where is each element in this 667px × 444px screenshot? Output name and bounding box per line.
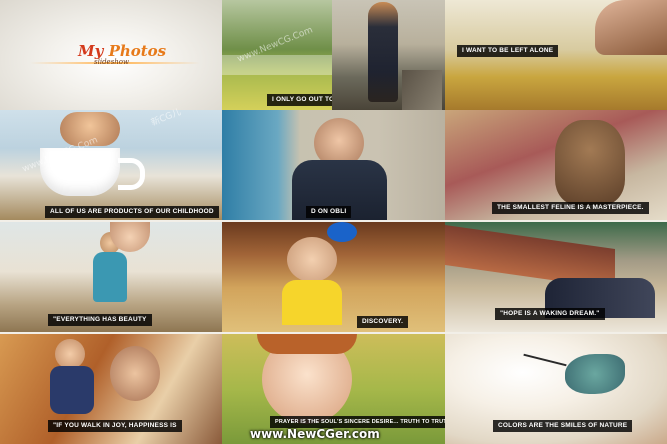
caption: "IF YOU WALK IN JOY, HAPPINESS IS (48, 420, 182, 432)
slideshow-title: My Photos (78, 42, 167, 60)
photo-cup-children: ALL OF US ARE PRODUCTS OF OUR CHILDHOOD (0, 110, 222, 220)
footer-url: www.NewCGer.com (250, 427, 380, 441)
caption: COLORS ARE THE SMILES OF NATURE (493, 420, 633, 432)
caption: THE SMALLEST FELINE IS A MASTERPIECE. (492, 202, 649, 214)
caption: "EVERYTHING HAS BEAUTY (48, 314, 152, 326)
caption: D ON OBLI (306, 206, 352, 218)
title-tile: My Photos slideshow (0, 0, 222, 110)
caption: I WANT TO BE LEFT ALONE (457, 45, 559, 57)
photo-woman-railway (332, 0, 445, 110)
caption: PRAYER IS THE SOUL'S SINCERE DESIRE... T… (270, 416, 445, 428)
lens-flare (30, 62, 200, 64)
photo-businessman: D ON OBLI (222, 110, 445, 220)
photo-dog: THE SMALLEST FELINE IS A MASTERPIECE. (445, 110, 667, 220)
photo-train: "HOPE IS A WAKING DREAM." (445, 222, 667, 332)
photo-family: "IF YOU WALK IN JOY, HAPPINESS IS (0, 334, 222, 444)
caption: I ONLY GO OUT TO GET ME A FR (267, 94, 332, 106)
caption: DISCOVERY. (357, 316, 409, 328)
photo-lake: I ONLY GO OUT TO GET ME A FR (222, 0, 332, 110)
caption: "HOPE IS A WAKING DREAM." (495, 308, 605, 320)
photo-field: I WANT TO BE LEFT ALONE (445, 0, 667, 110)
slideshow-subtitle: slideshow (94, 58, 129, 66)
photo-hummingbird: COLORS ARE THE SMILES OF NATURE (445, 334, 667, 444)
photo-girl-smiling: PRAYER IS THE SOUL'S SINCERE DESIRE... T… (222, 334, 445, 444)
caption: ALL OF US ARE PRODUCTS OF OUR CHILDHOOD (45, 206, 219, 218)
photo-girl-beach: "EVERYTHING HAS BEAUTY (0, 222, 222, 332)
photo-boy-playground: DISCOVERY. (222, 222, 445, 332)
